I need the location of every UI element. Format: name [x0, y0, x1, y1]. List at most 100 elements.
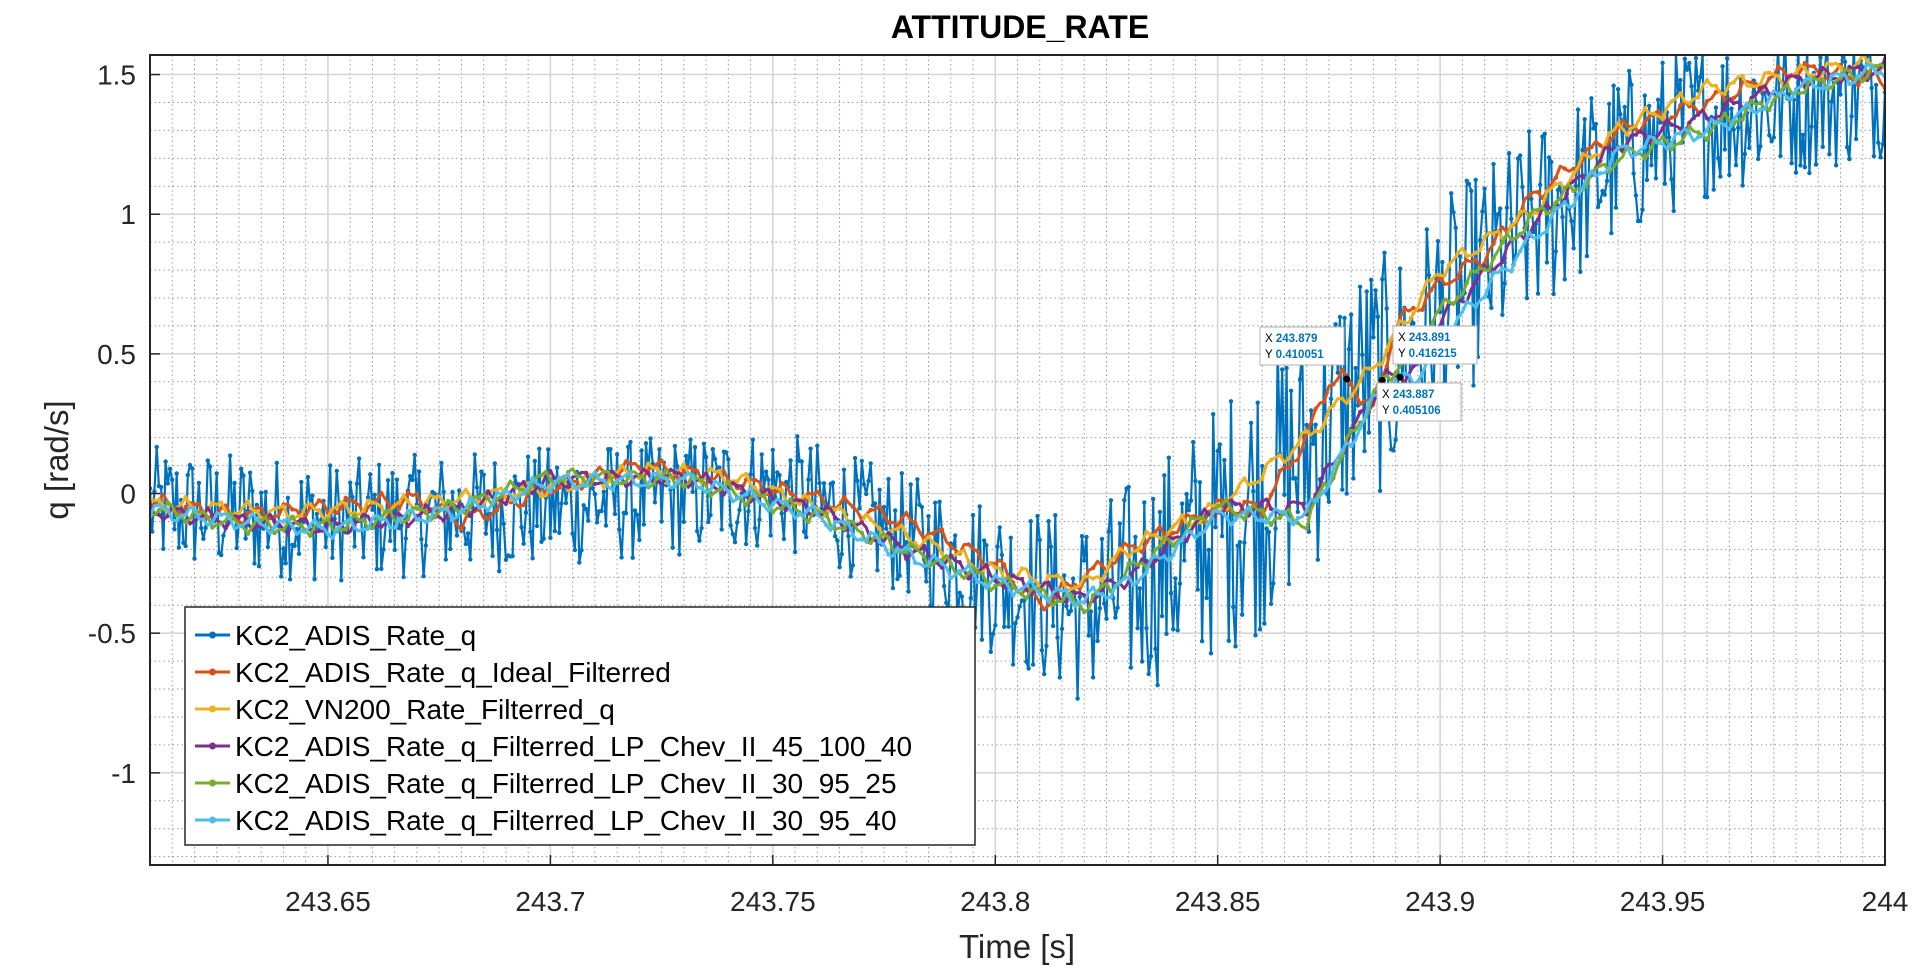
data-point	[904, 556, 909, 562]
data-point	[361, 508, 366, 514]
data-point	[254, 506, 259, 511]
data-point	[1242, 510, 1247, 515]
legend-entry[interactable]: KC2_ADIS_Rate_q	[195, 620, 476, 651]
data-point	[1589, 145, 1594, 150]
data-point	[1878, 155, 1883, 160]
data-point	[1213, 525, 1218, 530]
data-point	[1687, 124, 1692, 129]
data-point	[1642, 156, 1648, 161]
data-point	[1802, 78, 1808, 83]
data-point	[577, 560, 582, 565]
data-point	[1598, 143, 1603, 148]
legend-entry[interactable]: KC2_VN200_Rate_Filterred_q	[195, 694, 615, 725]
data-point	[1402, 371, 1407, 376]
datatip[interactable]: X 243.887 Y 0.405106	[1376, 376, 1462, 422]
data-point	[1669, 99, 1674, 104]
data-point	[1784, 95, 1790, 100]
data-point	[1698, 74, 1703, 80]
data-point	[1660, 135, 1665, 140]
data-point	[1811, 84, 1817, 89]
data-point	[1731, 80, 1736, 85]
datatip[interactable]: X 243.879 Y 0.410051	[1259, 326, 1351, 383]
data-point	[1544, 202, 1550, 207]
data-point	[1500, 312, 1505, 317]
data-point	[1713, 89, 1719, 95]
data-point	[1233, 501, 1238, 507]
data-point	[610, 487, 615, 492]
data-point	[1662, 181, 1668, 186]
legend-entry[interactable]: KC2_ADIS_Rate_q_Filterred_LP_Chev_II_30_…	[195, 768, 897, 799]
data-point	[1115, 605, 1120, 610]
data-point	[1624, 144, 1630, 149]
data-point	[408, 474, 413, 479]
data-point	[1609, 230, 1614, 236]
data-point	[1099, 591, 1105, 597]
data-point	[292, 543, 297, 548]
data-point	[1206, 512, 1212, 517]
data-point	[1687, 60, 1692, 66]
data-point	[316, 507, 322, 513]
data-point	[1019, 592, 1025, 597]
data-point	[770, 502, 775, 507]
data-point	[1562, 200, 1567, 205]
data-point	[299, 513, 304, 519]
data-point	[1820, 86, 1825, 91]
legend-entry[interactable]: KC2_ADIS_Rate_q_Filterred_LP_Chev_II_45_…	[195, 731, 912, 762]
data-point	[1122, 497, 1127, 503]
data-point	[1304, 508, 1309, 513]
data-point	[1242, 499, 1247, 505]
data-point	[1055, 598, 1060, 604]
data-point	[174, 471, 179, 476]
data-point	[396, 517, 402, 522]
data-point	[227, 510, 233, 516]
plot-frame	[149, 54, 1886, 866]
data-point	[512, 484, 517, 489]
data-point	[726, 479, 731, 485]
data-point	[405, 517, 411, 522]
data-point	[1642, 133, 1648, 138]
data-point	[1248, 420, 1254, 426]
data-point	[1689, 84, 1694, 89]
legend-marker	[209, 742, 216, 750]
data-point	[1053, 513, 1058, 518]
data-point	[1215, 498, 1220, 503]
data-point	[183, 512, 188, 518]
legend-entry[interactable]: KC2_ADIS_Rate_q_Filterred_LP_Chev_II_30_…	[195, 805, 897, 836]
data-point	[815, 443, 820, 448]
legend[interactable]: KC2_ADIS_Rate_q KC2_ADIS_Rate_q_Ideal_Fil…	[184, 606, 976, 846]
data-point	[1553, 206, 1559, 211]
data-point	[1562, 166, 1567, 171]
data-point	[897, 573, 902, 578]
data-point	[1208, 651, 1214, 656]
data-point	[990, 631, 996, 637]
data-point	[1177, 581, 1183, 586]
data-point	[1090, 585, 1096, 590]
data-point	[1179, 537, 1185, 542]
data-point	[699, 485, 704, 491]
data-point	[1326, 499, 1332, 504]
data-point	[1086, 633, 1091, 638]
data-point	[1607, 131, 1612, 136]
data-point	[779, 506, 784, 511]
data-point	[167, 466, 173, 471]
data-point	[637, 483, 642, 488]
data-point	[1337, 314, 1343, 320]
data-point	[717, 487, 722, 493]
data-point	[777, 472, 782, 478]
data-point	[1384, 306, 1389, 311]
data-point	[1740, 183, 1745, 188]
data-point	[1315, 557, 1321, 562]
data-point	[539, 539, 544, 544]
data-point	[1313, 428, 1318, 433]
data-point	[1802, 66, 1808, 71]
legend-entry[interactable]: KC2_ADIS_Rate_q_Ideal_Filterred	[195, 657, 671, 688]
data-point	[1393, 370, 1398, 375]
data-point	[528, 529, 533, 534]
data-point	[1271, 581, 1276, 586]
datatip[interactable]: X 243.891 Y 0.416215	[1392, 325, 1478, 381]
data-point	[1128, 665, 1134, 670]
data-point	[219, 500, 224, 505]
data-point	[1613, 205, 1619, 210]
data-point	[503, 557, 509, 562]
data-point	[899, 471, 904, 476]
